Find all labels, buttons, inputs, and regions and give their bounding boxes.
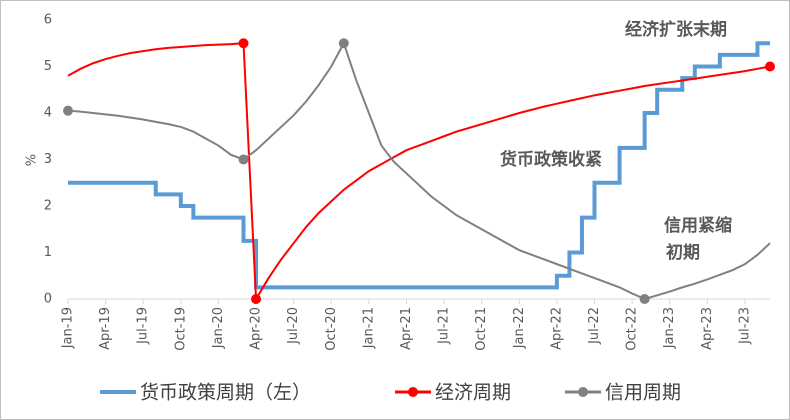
y-axis-label: % (25, 154, 40, 166)
x-tick-label: Jan-22 (512, 307, 527, 349)
x-tick-label: Jan-23 (662, 307, 677, 349)
annotation: 信用紧缩 (664, 215, 732, 236)
x-tick-label: Oct-19 (173, 307, 188, 351)
legend-marker (578, 387, 588, 397)
y-tick-label: 4 (44, 106, 52, 121)
point-marker (338, 38, 349, 49)
annotation: 初期 (666, 242, 700, 263)
legend-label: 货币政策周期（左） (140, 382, 311, 404)
point-marker (63, 105, 73, 116)
x-tick-label: Jul-22 (587, 307, 602, 345)
series-line (68, 41, 770, 290)
legend-label: 信用周期 (605, 382, 681, 404)
y-tick-label: 1 (44, 245, 52, 260)
x-tick-label: Apr-20 (249, 307, 264, 350)
x-tick-label: Jul-20 (286, 307, 301, 345)
x-tick-label: Jul-19 (136, 307, 151, 345)
point-marker (765, 61, 775, 72)
point-marker (238, 38, 249, 49)
y-tick-label: 0 (44, 292, 52, 307)
legend-marker (408, 387, 418, 397)
x-tick-label: Apr-22 (549, 307, 564, 350)
series-line (67, 42, 771, 303)
x-tick-label: Jul-23 (737, 307, 752, 345)
x-tick-label: Apr-23 (700, 307, 715, 350)
x-tick-label: Apr-21 (399, 307, 414, 350)
x-tick-label: Jan-20 (211, 307, 226, 349)
annotation: 经济扩张末期 (625, 19, 727, 40)
x-tick-label: Oct-20 (324, 307, 339, 351)
y-tick-label: 3 (44, 152, 52, 167)
y-tick-label: 6 (44, 13, 52, 28)
series-line (67, 40, 771, 301)
x-tick-label: Jan-21 (361, 307, 376, 349)
x-tick-label: Jul-21 (437, 307, 452, 345)
legend-label: 经济周期 (435, 382, 511, 404)
point-marker (251, 294, 262, 304)
y-tick-label: 5 (44, 59, 52, 74)
x-tick-label: Oct-22 (625, 307, 640, 351)
annotation: 货币政策收紧 (500, 149, 602, 170)
point-marker (238, 154, 249, 165)
x-tick-label: Oct-21 (474, 307, 489, 351)
y-tick-label: 2 (44, 199, 52, 214)
point-marker (639, 294, 650, 304)
x-tick-label: Jan-19 (61, 307, 76, 349)
x-tick-label: Apr-19 (98, 307, 113, 350)
